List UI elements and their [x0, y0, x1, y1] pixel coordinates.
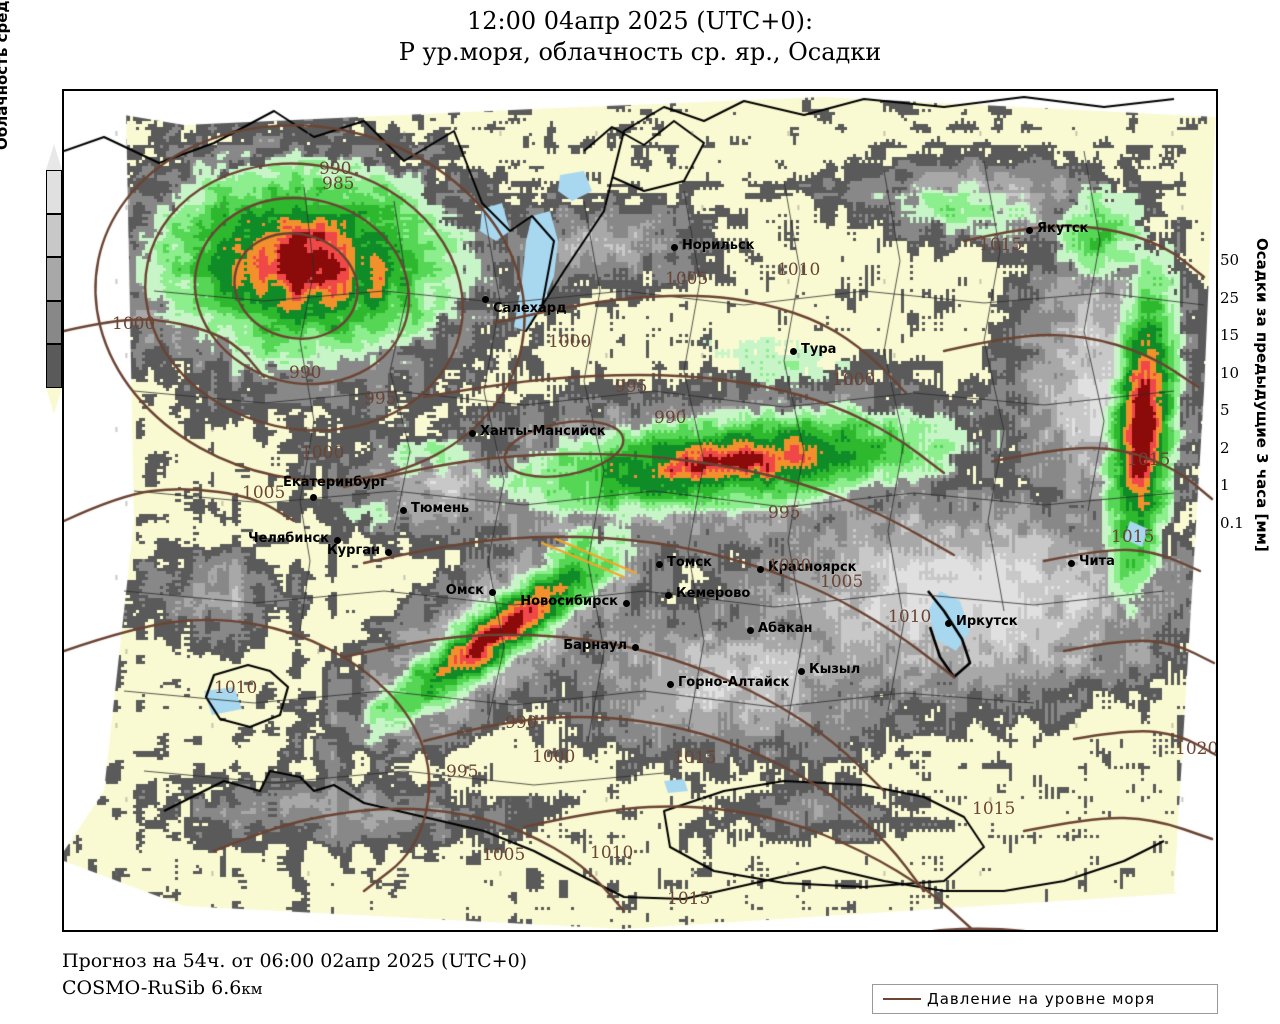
cloud-cover-colorbar — [46, 144, 62, 414]
footer-text: Прогноз на 54ч. от 06:00 02апр 2025 (UTC… — [62, 948, 527, 1003]
page-title: 12:00 04апр 2025 (UTC+0): P ур.моря, обл… — [0, 6, 1280, 68]
precip-colorbar-tick: 50 — [1220, 251, 1240, 269]
weather-map[interactable]: Якутск Норильск Салехард Тура Ханты-Мансийск… — [62, 89, 1218, 932]
precip-colorbar-tick: 0.1 — [1220, 513, 1244, 532]
cloud-colorbar-cap-top — [46, 144, 62, 170]
pressure-legend-box: Давление на уровне моря — [872, 984, 1218, 1014]
precip-colorbar-tick: 5 — [1220, 401, 1230, 419]
forecast-info: Прогноз на 54ч. от 06:00 02апр 2025 (UTC… — [62, 950, 528, 972]
precip-colorbar-tick: 15 — [1220, 326, 1240, 344]
cloud-colorbar-segment — [46, 170, 62, 214]
pressure-legend-label: Давление на уровне моря — [927, 990, 1156, 1008]
precip-colorbar-tick: 10 — [1220, 363, 1240, 382]
cloud-colorbar-segment — [46, 300, 62, 345]
precip-colorbar-ticks: 50 25 15 10 5 2 1 0.1 — [1220, 251, 1266, 560]
model-resolution-unit: км — [241, 980, 263, 998]
cloud-colorbar-title: Облачность среднего яруса [%] — [0, 0, 11, 150]
cloud-colorbar-segment — [46, 257, 62, 301]
precip-colorbar-tick: 25 — [1220, 288, 1240, 307]
cloud-colorbar-segment — [46, 344, 62, 388]
title-line-1: 12:00 04апр 2025 (UTC+0): — [466, 7, 814, 35]
model-info: COSMO-RuSib 6.6км — [62, 975, 527, 1003]
model-resolution: 6.6 — [211, 977, 242, 999]
precip-colorbar-tick: 2 — [1220, 438, 1230, 457]
map-raster-layer — [64, 91, 1216, 930]
cloud-colorbar-segment — [46, 213, 62, 258]
precip-colorbar-tick: 1 — [1220, 476, 1230, 494]
pressure-line-swatch-icon — [883, 998, 921, 1000]
cloud-colorbar-cap-bottom — [46, 388, 62, 414]
title-line-2: P ур.моря, облачность ср. яр., Осадки — [398, 38, 882, 66]
model-name: COSMO-RuSib — [62, 977, 206, 999]
